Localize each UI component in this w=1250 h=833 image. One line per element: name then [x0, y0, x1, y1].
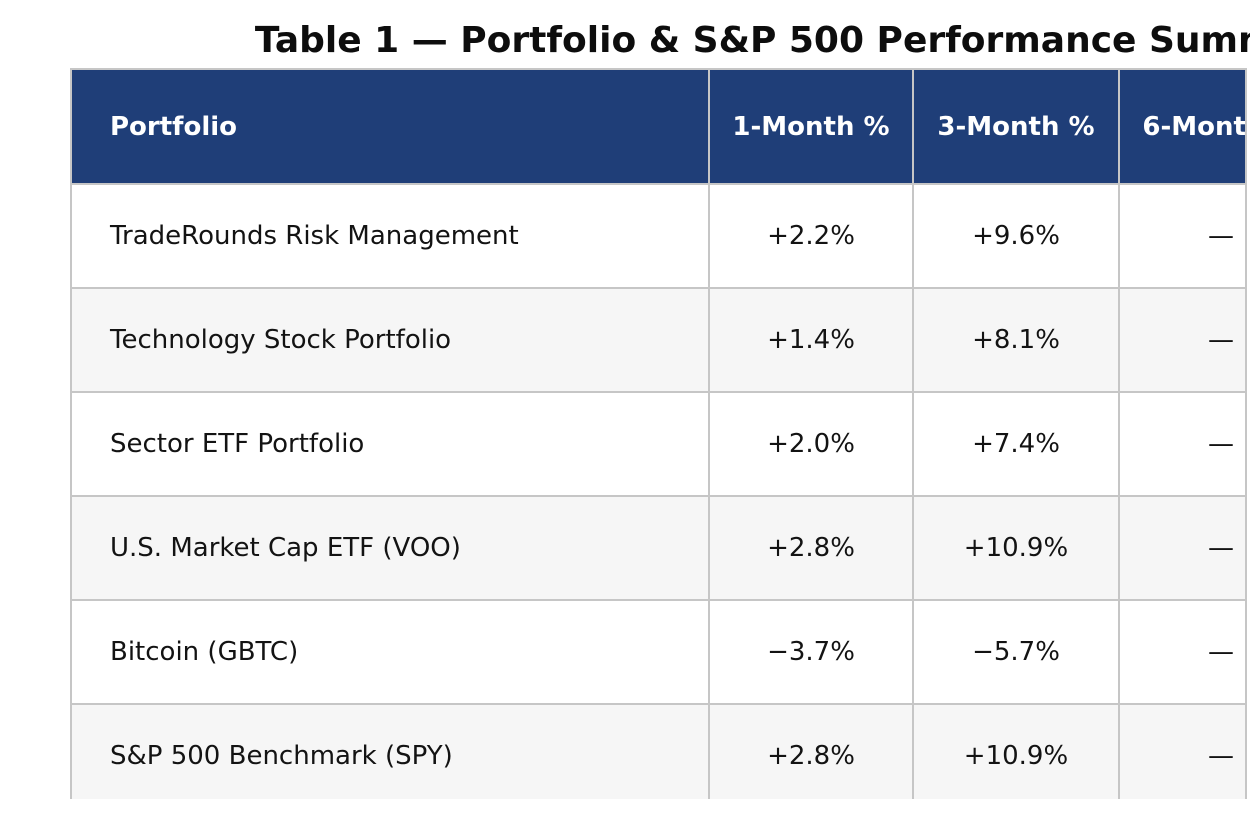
table-row: Sector ETF Portfolio +2.0% +7.4% —: [70, 391, 1245, 497]
table-row: Technology Stock Portfolio +1.4% +8.1% —: [70, 287, 1245, 393]
column-header-6-month: 6-Month %: [1118, 68, 1245, 185]
portfolio-name-cell: S&P 500 Benchmark (SPY): [70, 703, 710, 799]
table-header: Portfolio 1-Month % 3-Month % 6-Month %: [70, 68, 1245, 185]
table-container: Portfolio 1-Month % 3-Month % 6-Month % …: [70, 68, 1247, 799]
value-cell-3-month: +7.4%: [912, 391, 1120, 497]
value-cell-6-month-dash: —: [1118, 287, 1245, 393]
portfolio-name-cell: U.S. Market Cap ETF (VOO): [70, 495, 710, 601]
table-row: Bitcoin (GBTC) −3.7% −5.7% —: [70, 599, 1245, 705]
value-cell-3-month: −5.7%: [912, 599, 1120, 705]
value-cell-6-month-dash: —: [1118, 391, 1245, 497]
value-cell-6-month-dash: —: [1118, 599, 1245, 705]
value-cell-3-month: +9.6%: [912, 183, 1120, 289]
value-cell-1-month: +2.0%: [708, 391, 914, 497]
portfolio-name-cell: TradeRounds Risk Management: [70, 183, 710, 289]
table-row: S&P 500 Benchmark (SPY) +2.8% +10.9% —: [70, 703, 1245, 799]
value-cell-3-month: +10.9%: [912, 495, 1120, 601]
performance-table: Portfolio 1-Month % 3-Month % 6-Month % …: [70, 68, 1245, 799]
value-cell-6-month-dash: —: [1118, 495, 1245, 601]
value-cell-3-month: +8.1%: [912, 287, 1120, 393]
value-cell-1-month: +2.8%: [708, 495, 914, 601]
portfolio-name-cell: Technology Stock Portfolio: [70, 287, 710, 393]
table-row: TradeRounds Risk Management +2.2% +9.6% …: [70, 183, 1245, 289]
column-header-3-month: 3-Month %: [912, 68, 1120, 185]
value-cell-6-month-dash: —: [1118, 183, 1245, 289]
column-header-1-month: 1-Month %: [708, 68, 914, 185]
portfolio-name-cell: Sector ETF Portfolio: [70, 391, 710, 497]
value-cell-1-month: +1.4%: [708, 287, 914, 393]
value-cell-1-month: +2.8%: [708, 703, 914, 799]
table-body: TradeRounds Risk Management +2.2% +9.6% …: [70, 183, 1245, 799]
portfolio-name-cell: Bitcoin (GBTC): [70, 599, 710, 705]
value-cell-1-month: −3.7%: [708, 599, 914, 705]
column-header-portfolio: Portfolio: [70, 68, 710, 185]
header-row: Portfolio 1-Month % 3-Month % 6-Month %: [70, 68, 1245, 185]
value-cell-1-month: +2.2%: [708, 183, 914, 289]
value-cell-6-month-dash: —: [1118, 703, 1245, 799]
table-row: U.S. Market Cap ETF (VOO) +2.8% +10.9% —: [70, 495, 1245, 601]
table-title: Table 1 — Portfolio & S&P 500 Performanc…: [254, 20, 1250, 61]
value-cell-3-month: +10.9%: [912, 703, 1120, 799]
